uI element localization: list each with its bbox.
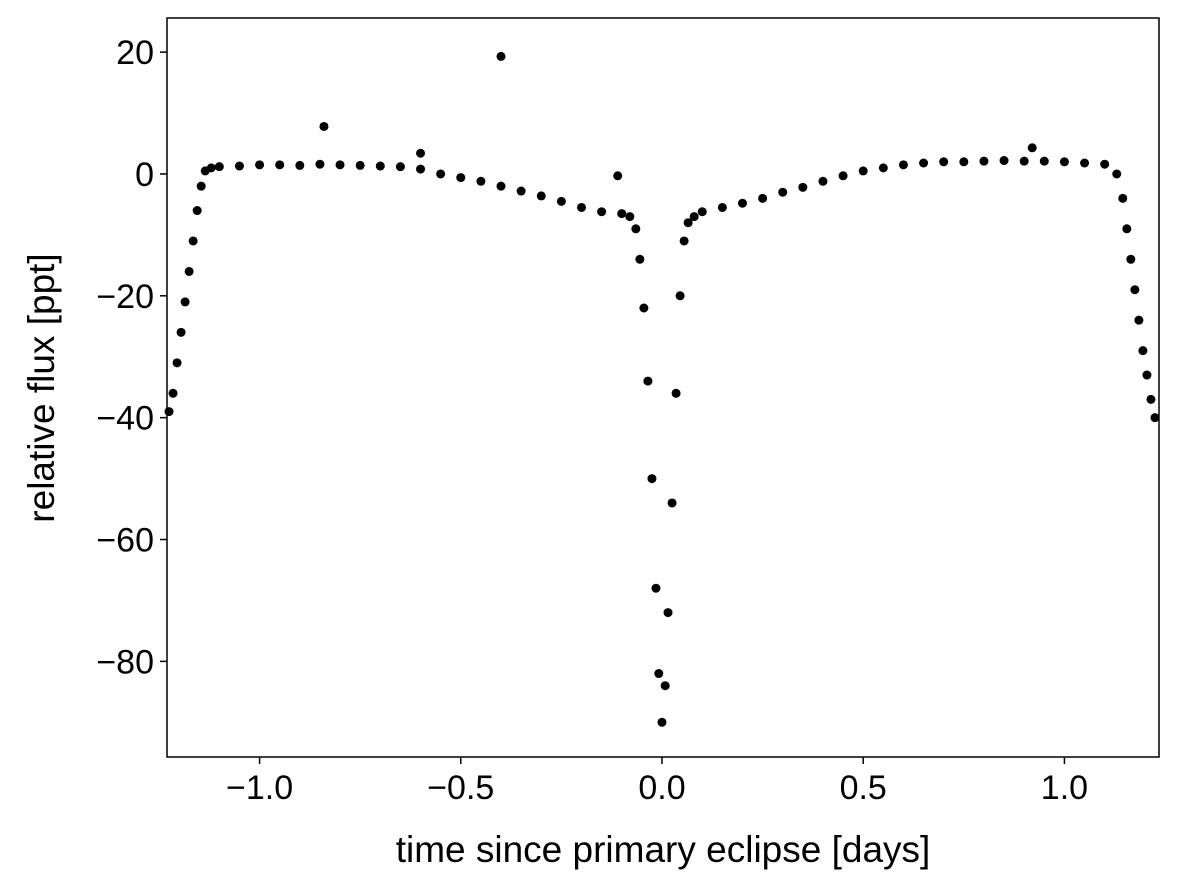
data-point [206, 163, 216, 173]
data-point [1122, 224, 1132, 234]
y-axis-label: relative flux [ppt] [21, 253, 62, 522]
plot-frame [166, 17, 1160, 758]
data-point [164, 407, 174, 417]
data-point [436, 169, 446, 179]
data-point [176, 327, 186, 337]
data-point [214, 162, 224, 172]
data-point [1059, 157, 1069, 167]
data-point [275, 160, 285, 170]
data-point [625, 212, 635, 222]
data-point [758, 193, 768, 203]
data-point [631, 224, 641, 234]
data-point [416, 148, 426, 158]
data-point [858, 166, 868, 176]
data-point [667, 498, 677, 508]
data-point [898, 160, 908, 170]
data-point [1112, 169, 1122, 179]
data-point [737, 198, 747, 208]
data-point [255, 160, 265, 170]
data-point [639, 303, 649, 313]
x-tick-label: 0.0 [638, 769, 685, 807]
data-point [496, 181, 506, 191]
data-point [683, 218, 693, 228]
data-point [1080, 158, 1090, 168]
data-point [456, 173, 466, 183]
data-point [180, 297, 190, 307]
data-point [335, 160, 345, 170]
data-point [660, 681, 670, 691]
data-point [577, 202, 587, 212]
data-point [1100, 159, 1110, 169]
data-point [315, 159, 325, 169]
data-point [798, 182, 808, 192]
data-point [919, 158, 929, 168]
data-point [476, 176, 486, 186]
data-point [1126, 254, 1136, 264]
data-point [188, 236, 198, 246]
data-point [1150, 413, 1160, 423]
x-tick-label: −1.0 [226, 769, 293, 807]
data-point [838, 171, 848, 181]
data-point [319, 121, 329, 131]
data-point [643, 376, 653, 386]
data-point [1019, 156, 1029, 166]
y-tick-label: −60 [96, 522, 154, 560]
data-point [647, 474, 657, 484]
data-point [617, 209, 627, 219]
data-point [818, 176, 828, 186]
data-point [679, 236, 689, 246]
y-tick-label: 0 [135, 156, 154, 194]
data-point [597, 207, 607, 217]
data-point [1134, 315, 1144, 325]
data-point [516, 186, 526, 196]
y-tick-label: −80 [96, 643, 154, 681]
data-point [1118, 193, 1128, 203]
x-tick-label: 0.5 [840, 769, 887, 807]
y-tick-label: −20 [96, 278, 154, 316]
data-point [654, 669, 664, 679]
data-point [1027, 143, 1037, 153]
data-point [496, 51, 506, 61]
data-point [1146, 394, 1156, 404]
y-tick-label: 20 [116, 34, 154, 72]
data-point [697, 207, 707, 217]
data-point [168, 388, 178, 398]
data-point [172, 358, 182, 368]
data-point [878, 163, 888, 173]
data-point [635, 254, 645, 264]
data-point [1142, 370, 1152, 380]
data-point [959, 157, 969, 167]
data-point [192, 206, 202, 216]
data-point [689, 212, 699, 222]
data-point [536, 191, 546, 201]
data-point [234, 161, 244, 171]
data-point [979, 156, 989, 166]
x-tick-label: −0.5 [427, 769, 494, 807]
data-point [184, 266, 194, 276]
data-point [675, 291, 685, 301]
data-point [416, 164, 426, 174]
data-point [556, 196, 566, 206]
data-point [196, 181, 206, 191]
data-point [1130, 285, 1140, 295]
data-point [355, 160, 365, 170]
y-tick-label: −40 [96, 400, 154, 438]
data-point [395, 162, 405, 172]
data-point [375, 161, 385, 171]
data-point [1138, 346, 1148, 356]
data-point [939, 157, 949, 167]
data-point [671, 388, 681, 398]
x-tick-label: 1.0 [1041, 769, 1088, 807]
data-point [651, 583, 661, 593]
data-point [717, 202, 727, 212]
data-point [657, 717, 667, 727]
data-point [295, 160, 305, 170]
x-axis-label: time since primary eclipse [days] [396, 829, 931, 870]
data-point [1039, 156, 1049, 166]
data-point [778, 187, 788, 197]
data-point [613, 171, 623, 181]
data-point [999, 156, 1009, 166]
data-point [663, 608, 673, 618]
